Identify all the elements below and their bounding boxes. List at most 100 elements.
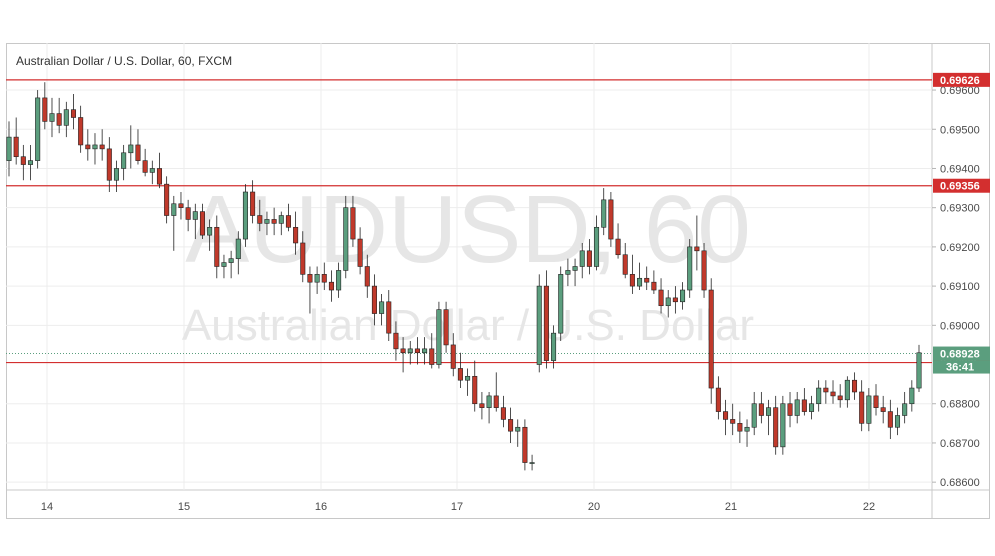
current-price-tag-countdown: 36:41 — [946, 362, 974, 374]
candle-11 — [85, 129, 91, 161]
candle-33 — [242, 184, 248, 247]
candle-body — [816, 387, 822, 405]
time-axis[interactable]: 14 15 16 17 20 21 22 — [41, 501, 875, 513]
candle-body — [271, 219, 277, 224]
candle-body — [450, 344, 456, 369]
candle-body — [379, 301, 385, 314]
candle-body — [651, 281, 657, 291]
candle-37 — [271, 207, 277, 236]
candle-40 — [293, 211, 299, 255]
candle-13 — [99, 129, 105, 161]
candle-body — [493, 395, 499, 408]
candle-5 — [42, 82, 48, 130]
candle-body — [629, 274, 635, 287]
candle-body — [350, 207, 356, 240]
watermark: AUDUSD, 60 Australian Dollar / U.S. Doll… — [182, 176, 754, 350]
y-tick-label-4: 0.69200 — [940, 242, 980, 254]
candle-25 — [185, 199, 191, 232]
candle-body — [773, 407, 779, 448]
candle-70 — [508, 407, 514, 443]
candle-body — [185, 207, 191, 220]
candle-body — [586, 250, 592, 267]
candle-83 — [601, 188, 607, 236]
candle-79 — [572, 258, 578, 287]
current-price-tag: 0.68928 — [940, 349, 980, 361]
candle-body — [615, 238, 621, 256]
candle-111 — [801, 388, 807, 416]
candle-80 — [579, 242, 585, 279]
candle-116 — [837, 384, 843, 408]
candle-86 — [622, 242, 628, 279]
candle-29 — [214, 215, 220, 279]
candle-81 — [586, 239, 592, 275]
candle-body — [27, 160, 34, 165]
candle-body — [400, 348, 406, 354]
candle-body — [909, 387, 915, 405]
candle-98 — [708, 278, 714, 404]
candle-20 — [149, 160, 155, 185]
candle-body — [63, 109, 69, 126]
candle-body — [242, 191, 248, 240]
current-price-tag-bg — [933, 346, 990, 361]
candle-body — [522, 426, 528, 463]
candle-60 — [436, 301, 442, 369]
candle-118 — [851, 372, 858, 400]
candle-46 — [336, 262, 342, 298]
candle-body — [164, 183, 170, 216]
candle-120 — [866, 388, 872, 432]
candle-115 — [830, 380, 836, 404]
candle-body — [694, 246, 700, 252]
candle-71 — [515, 419, 521, 447]
candle-body — [715, 387, 721, 412]
price-axis[interactable]: 0.69600 0.69500 0.69400 0.69300 0.69200 0.691… — [932, 85, 980, 489]
candle-1 — [13, 117, 19, 165]
candle-body — [916, 352, 922, 389]
candle-89 — [644, 266, 650, 291]
candle-body — [106, 148, 112, 181]
candle-82 — [594, 215, 600, 271]
y-tick-label-2: 0.69400 — [940, 163, 980, 175]
candle-body — [113, 168, 120, 181]
candle-body — [751, 403, 757, 428]
candle-body — [672, 297, 678, 303]
y-tick-label-0: 0.69600 — [940, 85, 980, 97]
candle-body — [851, 379, 858, 393]
candle-26 — [192, 203, 198, 240]
candle-63 — [457, 352, 463, 389]
candle-66 — [479, 391, 485, 420]
candle-48 — [350, 195, 356, 247]
candle-95 — [687, 239, 693, 298]
candle-67 — [486, 391, 492, 424]
x-tick-label-21: 21 — [725, 501, 737, 513]
candle-73 — [529, 454, 535, 471]
candle-35 — [257, 199, 263, 232]
candle-22 — [164, 176, 170, 224]
candle-body — [766, 407, 772, 416]
candle-45 — [328, 270, 334, 302]
candle-body — [887, 411, 893, 428]
candle-body — [794, 399, 800, 416]
candle-54 — [393, 321, 399, 361]
chart-panel — [6, 43, 990, 519]
candle-body — [35, 97, 41, 161]
candle-119 — [859, 380, 865, 432]
y-tick-label-3: 0.69300 — [940, 203, 980, 215]
candle-body — [214, 226, 220, 267]
candle-body — [436, 309, 442, 365]
candle-body — [393, 332, 399, 350]
candle-body — [92, 144, 98, 150]
candle-body — [13, 136, 19, 158]
candle-32 — [235, 231, 241, 275]
candle-body — [422, 348, 428, 354]
candle-16 — [121, 144, 127, 181]
candle-85 — [615, 223, 621, 259]
candle-12 — [92, 133, 98, 165]
candle-41 — [300, 231, 306, 283]
candle-31 — [228, 250, 234, 279]
candle-body — [680, 289, 686, 303]
candle-124 — [894, 407, 901, 436]
candle-78 — [565, 258, 571, 287]
candle-body — [257, 215, 263, 224]
candle-body — [823, 387, 829, 393]
candle-body — [723, 411, 729, 420]
